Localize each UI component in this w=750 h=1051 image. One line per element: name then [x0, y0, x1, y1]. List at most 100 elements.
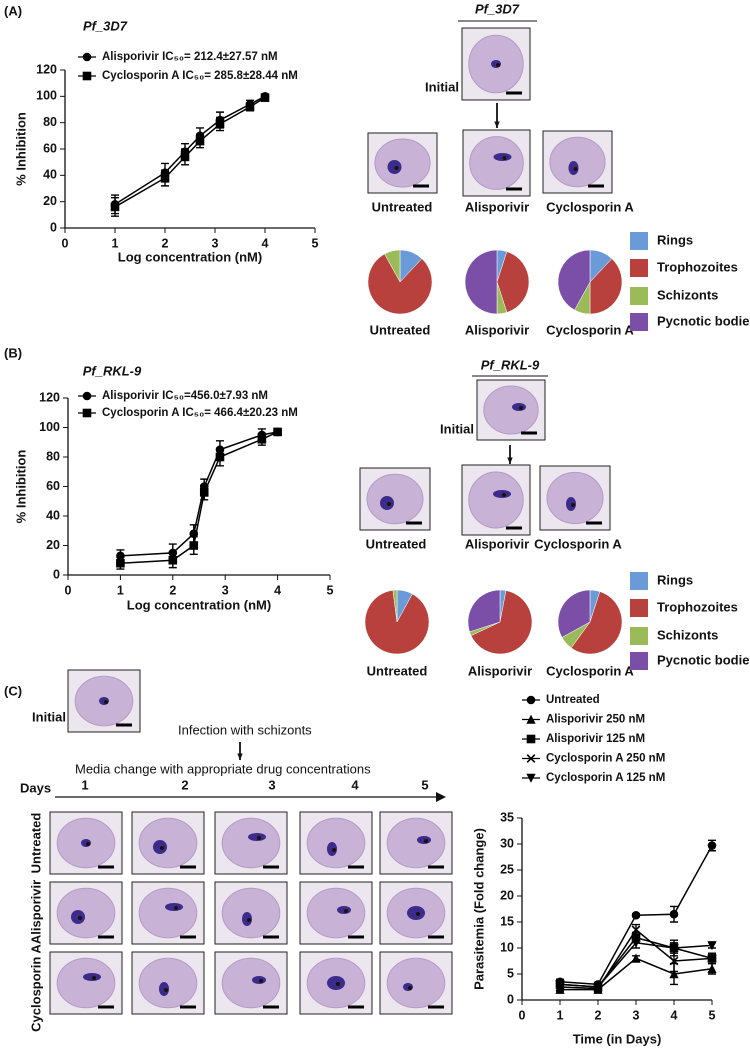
micrograph-label: Untreated: [366, 536, 427, 551]
pie-label: Alisporivir: [468, 663, 532, 678]
marker: [593, 982, 603, 992]
x-tick-label: 5: [327, 583, 334, 597]
day-label: 4: [351, 777, 359, 792]
cell: [221, 817, 281, 869]
legend-label: Schizonts: [657, 627, 718, 642]
legend-label: Alisporivir 125 nM: [546, 733, 645, 745]
pigment: [573, 167, 578, 171]
parasite: [327, 842, 337, 856]
pie-label: Untreated: [370, 322, 431, 337]
pigment: [394, 166, 399, 170]
panel-label: (A): [4, 3, 22, 18]
legend-label: Pycnotic bodies: [657, 652, 750, 667]
pie-slice: [367, 253, 433, 315]
pigment: [496, 63, 500, 67]
parasite: [242, 912, 252, 926]
pie-slice: [384, 249, 401, 283]
y-tick-label: 30: [500, 836, 514, 850]
legend-marker: [82, 408, 92, 418]
legend-label: Cyclosporin A IC₅₀= 285.8±28.44 nM: [102, 70, 298, 82]
micrograph-header: Pf_3D7: [475, 1, 520, 16]
chart-title: Pf_RKL-9: [83, 363, 142, 378]
parasite: [417, 836, 431, 844]
marker: [215, 452, 225, 462]
pigment: [344, 909, 348, 913]
pigment: [387, 502, 391, 506]
pigment: [519, 406, 523, 410]
x-tick-label: 0: [62, 236, 69, 250]
initial-label: Initial: [32, 709, 66, 724]
pie-label: Cyclosporin A: [546, 663, 634, 678]
marker: [631, 938, 641, 948]
y-tick-label: 20: [46, 538, 60, 552]
pigment: [104, 700, 108, 704]
legend-marker: [82, 71, 92, 81]
cell: [306, 817, 366, 869]
parasite: [387, 160, 402, 174]
series-line: [120, 431, 278, 564]
cell: [374, 138, 431, 188]
panel-label: (B): [4, 345, 22, 360]
pigment: [332, 848, 336, 852]
day-label: 3: [268, 777, 275, 792]
pie-slice: [464, 249, 498, 315]
micrograph-label: Alisporivir: [465, 536, 529, 551]
y-tick-label: 5: [507, 966, 514, 980]
x-tick-label: 1: [557, 1008, 564, 1022]
marker: [199, 488, 209, 497]
x-tick-label: 4: [262, 236, 269, 250]
parasite: [568, 161, 579, 175]
marker: [707, 954, 717, 963]
legend-label: Untreated: [546, 694, 600, 706]
y-tick-label: 100: [36, 89, 57, 103]
y-tick-label: 35: [500, 810, 514, 824]
marker: [707, 963, 717, 974]
parasite: [380, 496, 394, 510]
x-tick-label: 4: [671, 1008, 678, 1022]
arrow-head: [237, 753, 243, 760]
x-axis-title: Log concentration (nM): [127, 597, 271, 612]
legend-label: Trophozoites: [657, 259, 738, 274]
pie-slice: [589, 258, 623, 315]
cell: [366, 473, 424, 525]
x-tick-label: 3: [633, 1008, 640, 1022]
parasite: [493, 153, 512, 161]
pigment: [259, 979, 263, 983]
cell: [469, 136, 524, 190]
series-line: [120, 431, 278, 557]
y-tick-label: 60: [46, 479, 60, 493]
pie-slice: [557, 589, 591, 638]
day-label: 5: [421, 777, 428, 792]
y-tick-label: 20: [43, 194, 57, 208]
y-axis-title: % Inhibition: [13, 112, 28, 186]
x-tick-label: 1: [117, 583, 124, 597]
y-axis-title: % Inhibition: [13, 450, 28, 524]
parasite: [327, 976, 345, 990]
y-tick-label: 120: [36, 62, 57, 76]
legend-label: Schizonts: [657, 287, 718, 302]
pie-slice: [392, 589, 398, 623]
x-tick-label: 3: [222, 583, 229, 597]
annotation: Infection with schizonts: [178, 722, 312, 737]
marker: [631, 953, 641, 963]
x-axis-title: Log concentration (nM): [118, 249, 262, 264]
cell: [56, 887, 116, 939]
cell: [468, 471, 524, 529]
y-tick-label: 40: [46, 508, 60, 522]
parasite: [159, 982, 169, 996]
marker: [180, 152, 190, 162]
marker: [669, 956, 679, 966]
y-tick-label: 0: [50, 220, 57, 234]
y-tick-label: 0: [507, 992, 514, 1006]
legend-marker: [82, 52, 92, 62]
x-tick-label: 5: [709, 1008, 716, 1022]
x-tick-label: 3: [212, 236, 219, 250]
pie-slice: [496, 251, 530, 313]
pigment: [424, 839, 428, 843]
pigment: [247, 918, 251, 922]
marker: [631, 925, 641, 935]
parasite: [248, 833, 266, 841]
y-tick-label: 40: [43, 168, 57, 182]
marker: [189, 541, 199, 550]
legend-swatch: [630, 232, 648, 250]
